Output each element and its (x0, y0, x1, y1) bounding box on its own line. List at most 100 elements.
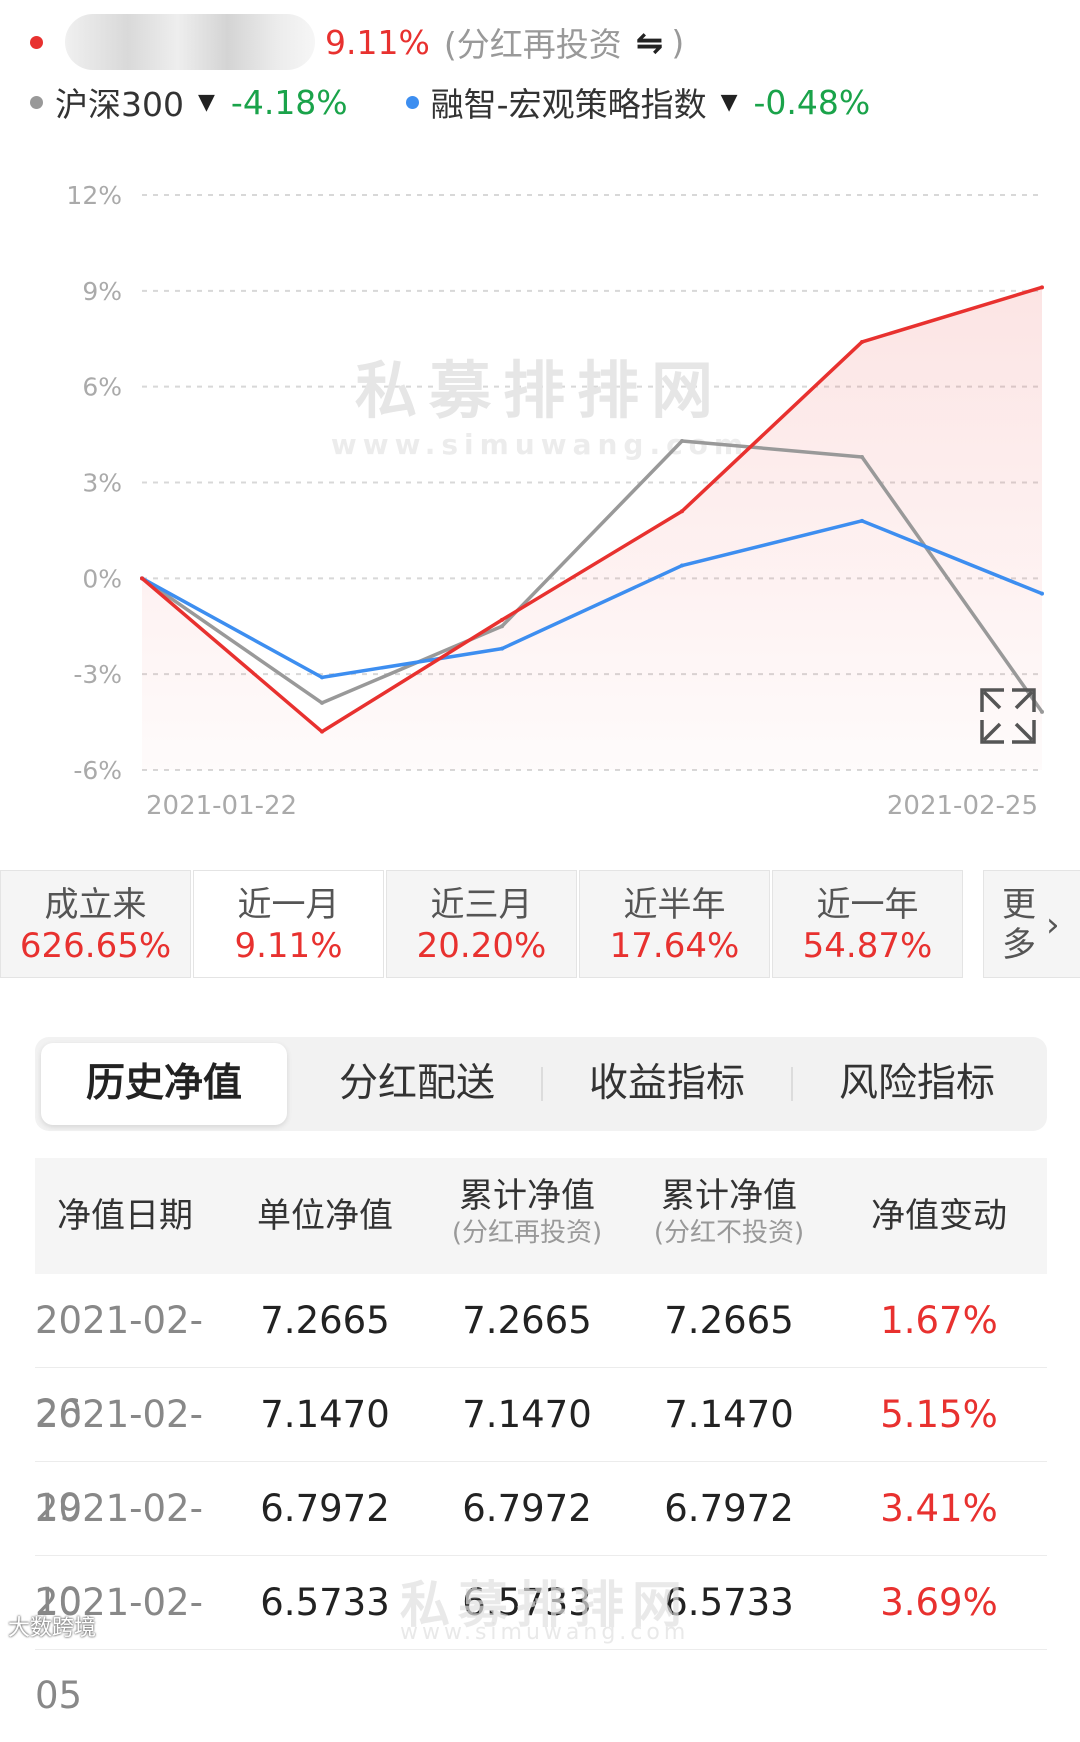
table-cell: 6.5733 (462, 1581, 592, 1624)
fund-return-note-close: ) (671, 22, 685, 62)
column-header-sub: (分红不投资) (653, 1218, 805, 1248)
tab-divider (541, 1067, 543, 1101)
series-point-1-2 (500, 624, 504, 629)
table-watermark: 私募排排网 (400, 1576, 690, 1634)
series-point-1-5 (1040, 709, 1044, 714)
chart-x-axis: 2021-01-22 2021-02-25 (146, 791, 1038, 821)
series-point-0-5 (1040, 285, 1044, 290)
period-return: 20.20% (416, 926, 547, 966)
column-header-label: 累计净值 (661, 1176, 797, 1216)
more-periods-button[interactable]: 更多 › (983, 870, 1080, 978)
period-label: 近一年 (816, 885, 919, 925)
table-cell: 7.2665 (260, 1299, 390, 1342)
bench2-dropdown-icon[interactable]: ▼ (720, 89, 738, 115)
table-cell: 5.15% (880, 1393, 998, 1436)
chevron-right-icon: › (1046, 905, 1060, 945)
bench1-dot (30, 95, 43, 109)
table-cell: 7.1470 (664, 1393, 794, 1436)
fund-name-blurred (65, 14, 315, 70)
period-option[interactable]: 近一月 9.11% (193, 870, 384, 978)
chart-watermark: 私募排排网 (355, 354, 725, 427)
table-row: 2021-02-26 7.2665 7.2665 7.2665 1.67% (35, 1274, 1047, 1435)
series-point-0-3 (680, 509, 684, 514)
bench2-name[interactable]: 融智-宏观策略指数 (430, 85, 707, 124)
table-cell: 6.7972 (260, 1487, 390, 1530)
tab-return-metrics[interactable]: 收益指标 (588, 1061, 745, 1106)
column-header: 净值日期 (35, 1158, 215, 1274)
period-option[interactable]: 近一年 54.87% (772, 870, 963, 978)
bench1-dropdown-icon[interactable]: ▼ (198, 89, 215, 115)
period-label: 成立来 (44, 885, 147, 925)
fund-return-value: 9.11% (325, 22, 430, 62)
table-cell: 3.69% (880, 1581, 998, 1624)
period-return: 54.87% (802, 926, 933, 966)
nav-chart[interactable]: 12% 9% 6% 3% 0% -3% -6% 私募排排网 www.simuwang.com… (0, 150, 1080, 830)
period-option[interactable]: 近三月 20.20% (386, 870, 577, 978)
swap-icon[interactable]: ⇋ (635, 22, 664, 62)
column-header-label: 单位净值 (257, 1196, 393, 1236)
table-row: 2021-02-19 7.1470 7.1470 7.1470 5.15% (35, 1368, 1047, 1529)
column-header: 净值变动 (839, 1158, 1039, 1274)
column-header: 累计净值 (分红再投资) (427, 1158, 627, 1274)
column-header-label: 累计净值 (459, 1176, 595, 1216)
series-point-0-0 (140, 576, 144, 581)
series-point-2-4 (860, 518, 864, 523)
table-cell: 6.7972 (664, 1487, 794, 1530)
y-tick-label: 12% (66, 181, 122, 210)
series-line-0 (140, 285, 1043, 734)
legend-fund: 9.11% (分红再投资 ⇋ ) (30, 14, 684, 70)
table-cell: 7.2665 (462, 1299, 592, 1342)
legend-benchmarks: 沪深300 ▼ -4.18% 融智-宏观策略指数 ▼ -0.48% (30, 78, 870, 126)
series-point-2-2 (500, 646, 504, 651)
period-return: 9.11% (234, 926, 343, 966)
y-tick-label: 9% (82, 277, 122, 306)
series-point-2-1 (320, 675, 324, 680)
table-cell: 1.67% (880, 1299, 998, 1342)
y-tick-label: 3% (82, 469, 122, 498)
series-line-1 (141, 439, 1044, 713)
table-row: 2021-02-10 6.7972 6.7972 6.7972 3.41% (35, 1462, 1047, 1623)
series-area-0 (142, 287, 1042, 770)
column-header-label: 净值变动 (871, 1196, 1007, 1236)
table-cell: 2021-02-19 (35, 1393, 203, 1529)
table-cell: 6.7972 (462, 1487, 592, 1530)
period-option[interactable]: 成立来 626.65% (0, 870, 191, 978)
x-tick-label: 2021-01-22 (146, 791, 297, 821)
series-point-1-1 (320, 700, 324, 705)
expand-icon[interactable] (980, 688, 1036, 744)
period-label: 近半年 (623, 885, 726, 925)
series-point-1-3 (680, 438, 684, 443)
series-point-2-3 (680, 563, 684, 568)
period-label: 近一月 (237, 885, 340, 925)
table-cell: 3.41% (880, 1487, 998, 1530)
table-cell: 7.1470 (260, 1393, 390, 1436)
fund-return-note: (分红再投资 (443, 25, 622, 64)
tab-history-nav[interactable]: 历史净值 (41, 1043, 287, 1125)
period-label: 近三月 (430, 885, 533, 925)
column-header: 单位净值 (225, 1158, 425, 1274)
column-header-sub: (分红再投资) (451, 1218, 603, 1248)
y-tick-label: 0% (82, 564, 122, 593)
chart-series (140, 285, 1044, 770)
period-selector: 成立来 626.65% 近一月 9.11% 近三月 20.20% 近半年 17.64% 近一年 5… (0, 870, 1080, 980)
series-point-0-2 (500, 617, 504, 622)
chart-watermark-sub: www.simuwang.com (331, 428, 749, 461)
corner-watermark: 大数跨境 (8, 1610, 96, 1642)
tab-dividends[interactable]: 分红配送 (338, 1061, 495, 1106)
column-header: 累计净值 (分红不投资) (629, 1158, 829, 1274)
table-cell: 6.5733 (664, 1581, 794, 1624)
table-cell: 7.2665 (664, 1299, 794, 1342)
period-option[interactable]: 近半年 17.64% (579, 870, 770, 978)
bench1-name[interactable]: 沪深300 (55, 85, 184, 124)
table-cell: 7.1470 (462, 1393, 592, 1436)
bench2-value: -0.48% (753, 82, 871, 122)
more-label: 更多 (1002, 885, 1036, 965)
tab-risk-metrics[interactable]: 风险指标 (838, 1061, 995, 1106)
period-return: 17.64% (609, 926, 740, 966)
y-tick-label: -3% (73, 660, 122, 689)
series-point-1-4 (860, 454, 864, 459)
table-cell: 2021-02-10 (35, 1487, 203, 1623)
y-tick-label: 6% (82, 373, 122, 402)
y-tick-label: -6% (73, 756, 122, 785)
x-tick-label: 2021-02-25 (887, 791, 1038, 821)
